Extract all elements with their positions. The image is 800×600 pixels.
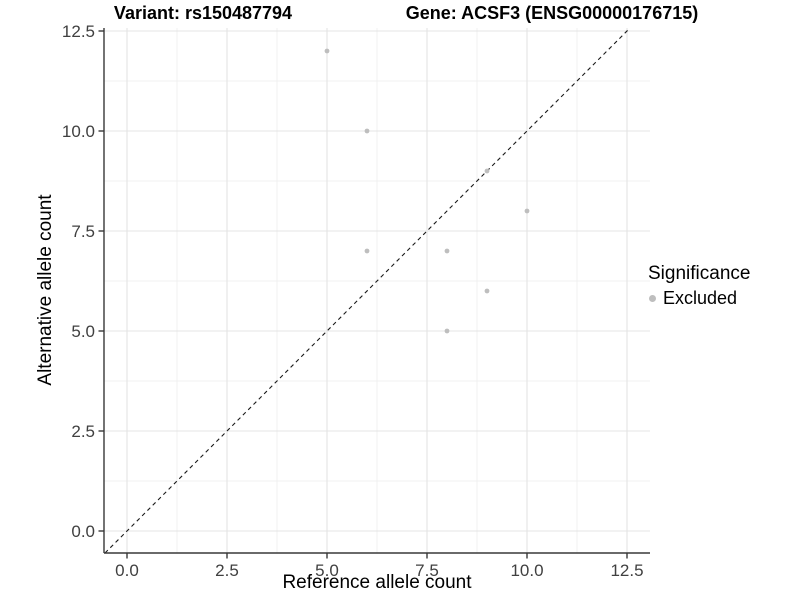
legend-entry-excluded: Excluded xyxy=(646,288,750,309)
svg-text:2.5: 2.5 xyxy=(215,561,239,580)
svg-text:10.0: 10.0 xyxy=(510,561,543,580)
excluded-point-icon xyxy=(649,295,656,302)
legend-entry-label: Excluded xyxy=(663,288,738,308)
svg-text:0.0: 0.0 xyxy=(115,561,139,580)
plot-title-gene: Gene: ACSF3 (ENSG00000176715) xyxy=(405,3,699,23)
svg-text:5.0: 5.0 xyxy=(315,561,339,580)
x-axis-title: Reference allele count xyxy=(282,572,472,593)
legend-title: Significance xyxy=(648,263,751,284)
svg-text:12.5: 12.5 xyxy=(610,561,643,580)
legend: Significance Excluded xyxy=(646,263,750,309)
svg-text:0.0: 0.0 xyxy=(71,522,95,541)
svg-text:7.5: 7.5 xyxy=(71,222,95,241)
svg-text:5.0: 5.0 xyxy=(71,322,95,341)
svg-text:12.5: 12.5 xyxy=(62,22,95,41)
plot-panel: 0.0 2.5 5.0 7.5 10.0 12.5 0.0 2.5 5.0 7.5 10.0 12.5 xyxy=(62,22,650,580)
y-axis-title: Alternative allele count xyxy=(35,194,56,386)
svg-text:7.5: 7.5 xyxy=(415,561,439,580)
plot-title-variant: Variant: rs150487794 xyxy=(113,3,293,23)
svg-text:2.5: 2.5 xyxy=(71,422,95,441)
svg-text:10.0: 10.0 xyxy=(62,122,95,141)
